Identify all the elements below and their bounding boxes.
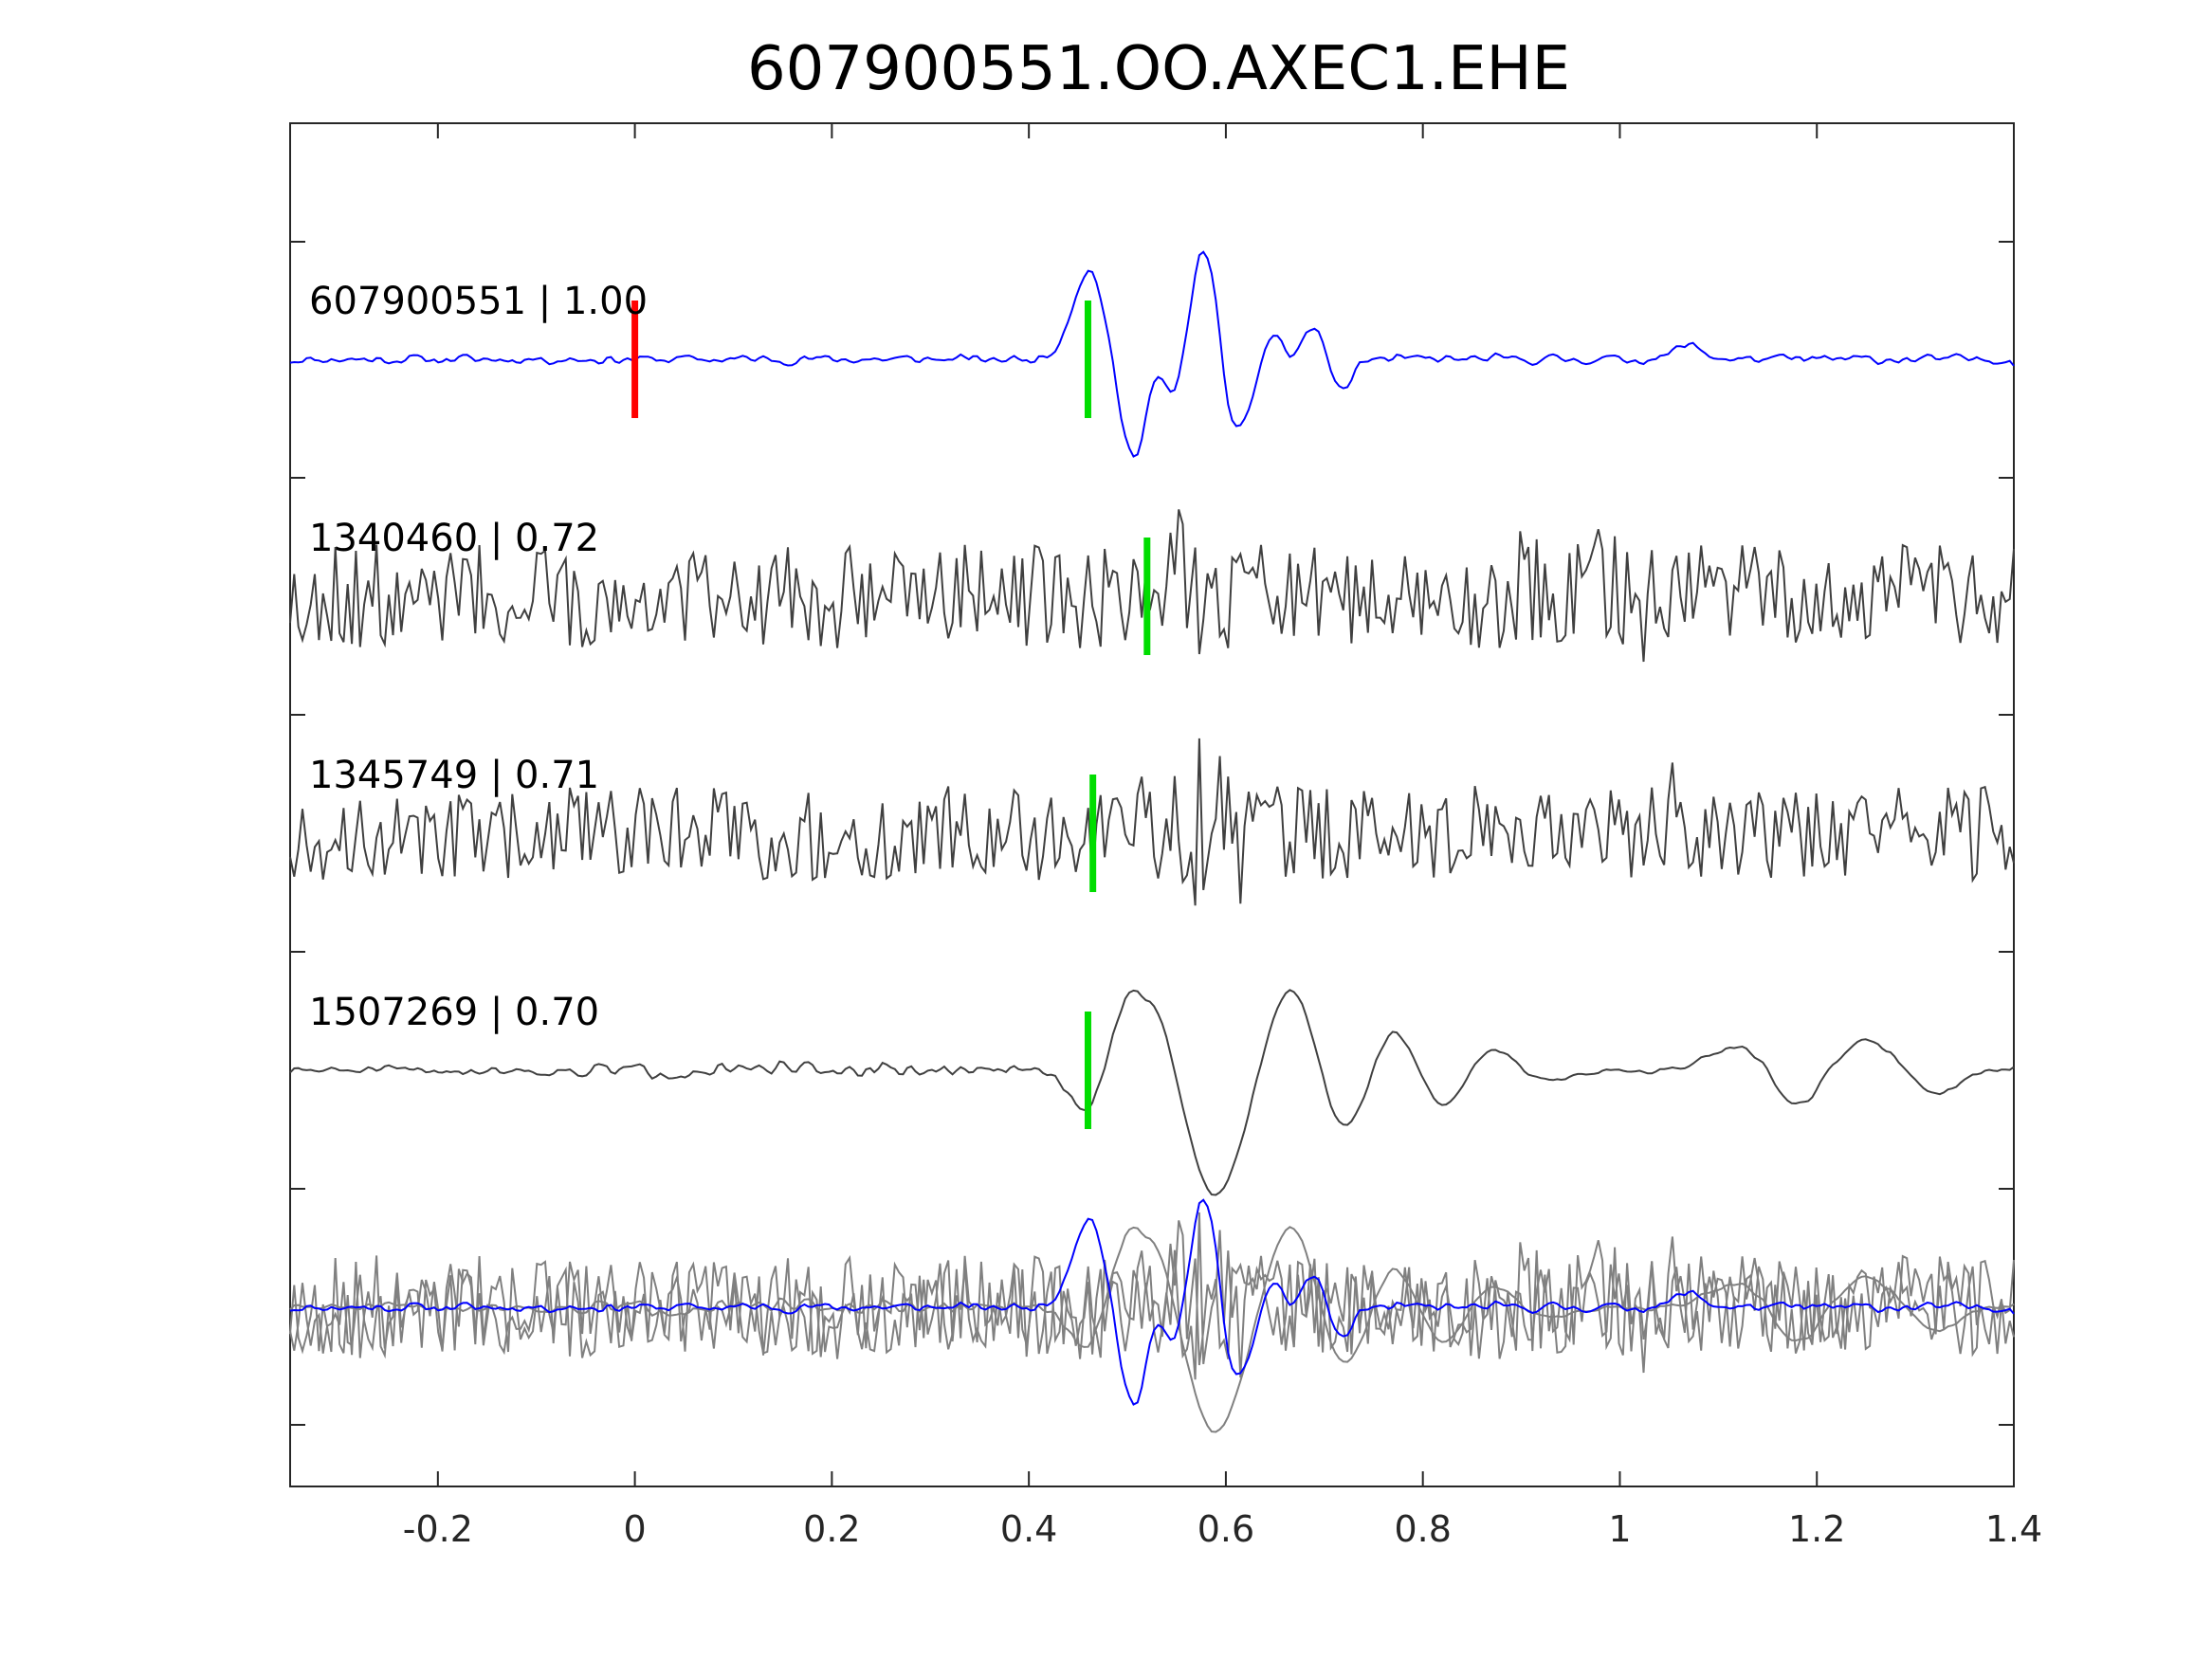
trace-group [289,250,2015,1196]
x-tick-label: 1.2 [1788,1508,1845,1550]
x-tick-label: 0 [624,1508,647,1550]
chart-title: 607900551.OO.AXEC1.EHE [747,34,1570,104]
x-tick-labels: -0.2 0 0.2 0.4 0.6 0.8 1 1.2 1.4 [403,1508,2042,1550]
x-tick-label: 0.6 [1197,1508,1254,1550]
x-tick-label: 0.8 [1394,1508,1451,1550]
axis-ticks [290,123,2015,1486]
trace-line [289,989,2015,1196]
x-tick-label: 1.4 [1985,1508,2042,1550]
overlay-trace-line [289,1212,2015,1380]
trace-line [289,509,2015,663]
x-tick-label: 1 [1608,1508,1631,1550]
pick-markers [631,301,1151,1129]
trace-label: 1340460 | 0.72 [309,517,599,560]
trace-label: 607900551 | 1.00 [309,280,648,323]
overlay-trace-line [289,1226,2015,1433]
trace-line [289,738,2015,906]
trace-label: 1345749 | 0.71 [309,754,599,797]
overlay-template-line [289,1198,2015,1406]
trace-label: 1507269 | 0.70 [309,991,599,1034]
plot-area-frame [289,122,2015,1487]
trace-labels: 607900551 | 1.00 1340460 | 0.72 1345749 | … [309,280,648,1034]
overlay-trace-group [289,1198,2015,1433]
x-tick-label: -0.2 [403,1508,473,1550]
x-tick-label: 0.2 [803,1508,860,1550]
x-tick-label: 0.4 [1000,1508,1057,1550]
trace-line [289,250,2015,458]
